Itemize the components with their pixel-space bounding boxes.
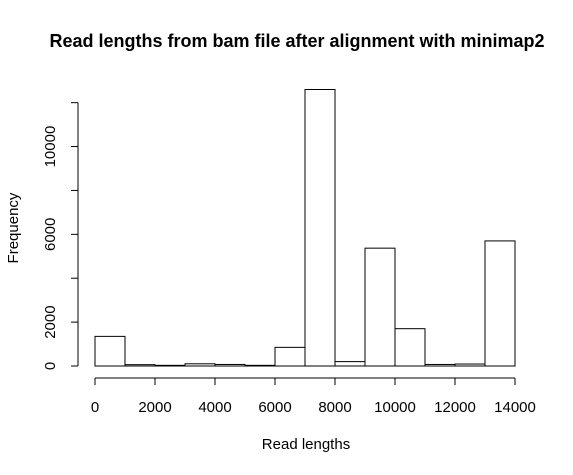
x-axis: 0 2000 4000 6000 8000 10000 12000 14000: [91, 377, 536, 416]
histogram-bar: [364, 247, 396, 367]
x-tick-label: 12000: [434, 399, 476, 416]
histogram-bar: [94, 335, 126, 367]
chart-title: Read lengths from bam file after alignme…: [49, 31, 544, 51]
histogram-bar: [124, 364, 156, 367]
x-tick-label: 14000: [494, 399, 536, 416]
histogram-bar: [304, 89, 336, 367]
histogram-bar: [274, 346, 306, 367]
histogram-bar: [394, 328, 426, 367]
y-tick-label: 6000: [42, 218, 59, 251]
y-tick-label: 10000: [42, 126, 59, 168]
x-tick-label: 10000: [374, 399, 416, 416]
histogram-bar: [424, 363, 456, 367]
histogram-bars: [94, 89, 516, 367]
x-tick-label: 8000: [318, 399, 351, 416]
histogram-bar: [484, 240, 516, 367]
x-tick-label: 2000: [138, 399, 171, 416]
x-tick-label: 4000: [198, 399, 231, 416]
y-tick-label: 0: [42, 362, 59, 370]
histogram-bar: [184, 363, 216, 367]
histogram-bar: [214, 363, 246, 367]
histogram-bar: [244, 364, 276, 367]
x-tick-label: 6000: [258, 399, 291, 416]
histogram-bar: [454, 363, 486, 367]
x-axis-label: Read lengths: [262, 436, 350, 453]
histogram-bar: [334, 361, 366, 367]
y-axis-label: Frequency: [5, 192, 22, 263]
y-tick-label: 2000: [42, 305, 59, 338]
histogram-bar: [154, 364, 186, 367]
y-axis: 0 2000 6000 10000: [42, 102, 79, 370]
x-tick-label: 0: [91, 399, 99, 416]
